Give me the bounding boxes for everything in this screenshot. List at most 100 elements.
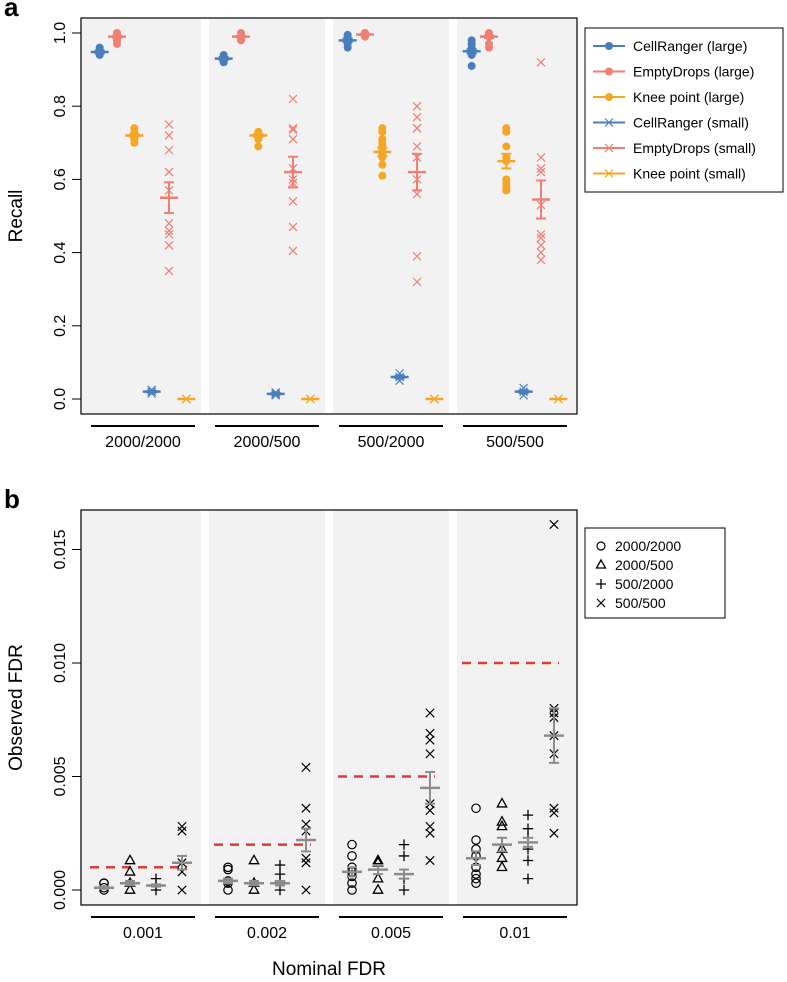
- data-point: [288, 125, 298, 135]
- data-point: [467, 36, 476, 45]
- data-point: [164, 218, 174, 228]
- legend-label: Knee point (small): [633, 166, 746, 182]
- panel-label: b: [4, 484, 20, 514]
- y-tick-label: 0.6: [52, 168, 69, 190]
- data-point: [412, 277, 422, 287]
- data-point: [274, 859, 286, 871]
- data-point: [288, 246, 298, 256]
- data-point: [425, 708, 435, 718]
- data-point: [288, 134, 298, 144]
- y-tick-label: 0.0: [52, 388, 69, 410]
- data-point: [522, 809, 534, 821]
- data-point: [164, 120, 174, 129]
- legend-label: 2000/500: [615, 557, 674, 573]
- data-point: [502, 175, 511, 184]
- y-tick-label: 0.4: [52, 241, 69, 263]
- data-point: [372, 853, 384, 865]
- data-point: [496, 797, 508, 808]
- data-point: [502, 142, 511, 151]
- data-point: [343, 30, 352, 39]
- data-point: [536, 255, 546, 265]
- legend-box: [584, 27, 784, 193]
- x-category-label: 2000/500: [234, 434, 301, 451]
- data-point: [425, 828, 435, 838]
- data-point: [496, 815, 508, 826]
- group-background: [333, 510, 449, 905]
- data-point: [549, 828, 559, 838]
- data-point: [536, 240, 546, 250]
- data-point: [164, 167, 174, 177]
- data-point: [164, 266, 174, 276]
- data-point: [124, 865, 136, 876]
- legend-label: 500/500: [615, 595, 666, 611]
- legend-marker-x: [596, 598, 606, 608]
- legend-box: [584, 527, 726, 619]
- data-point: [347, 885, 357, 895]
- data-point: [425, 735, 435, 745]
- data-point: [254, 142, 263, 151]
- data-point: [536, 233, 546, 243]
- panel-label: a: [4, 0, 19, 22]
- data-point: [496, 860, 508, 872]
- data-point: [522, 855, 534, 866]
- data-point: [549, 803, 559, 813]
- data-point: [412, 142, 422, 151]
- data-point: [398, 850, 410, 862]
- group-background: [457, 18, 577, 414]
- data-point: [177, 826, 187, 836]
- plot-frame: [80, 509, 578, 906]
- data-point: [274, 868, 286, 880]
- data-point: [471, 803, 481, 814]
- legend-marker-dot: [605, 67, 613, 76]
- data-point: [164, 240, 174, 250]
- data-point: [301, 853, 311, 863]
- data-point: [378, 124, 387, 133]
- panel-b: b 0.000 0.005 0.010 0.015 Observed FDR 0.001 0.…: [4, 484, 726, 980]
- data-point: [223, 885, 233, 895]
- y-tick-label: 0.2: [52, 315, 69, 337]
- data-point: [124, 853, 136, 865]
- data-point: [412, 123, 422, 133]
- data-point: [150, 873, 162, 884]
- y-axis-label: Observed FDR: [6, 644, 27, 771]
- data-point: [177, 821, 187, 832]
- y-tick-label: 1.0: [52, 22, 69, 44]
- x-category-label: 2000/2000: [105, 434, 181, 451]
- legend-label: EmptyDrops (large): [633, 64, 754, 80]
- data-point: [347, 851, 357, 861]
- data-point: [372, 883, 384, 894]
- legend-marker-x: [604, 169, 614, 178]
- plot-frame: [80, 17, 578, 415]
- y-axis-label: Recall: [6, 190, 27, 243]
- data-point: [164, 229, 174, 239]
- legend-label: 500/2000: [615, 576, 674, 592]
- data-point: [248, 883, 260, 894]
- legend-label: Knee point (large): [633, 89, 744, 105]
- data-point: [412, 101, 422, 111]
- x-category-label: 500/2000: [358, 434, 425, 451]
- data-point: [412, 112, 422, 122]
- data-point: [536, 248, 546, 258]
- data-point: [164, 226, 174, 236]
- data-point: [347, 878, 357, 888]
- x-category-label: 0.001: [123, 925, 163, 942]
- group-background: [333, 18, 449, 414]
- y-tick-label: 0.005: [52, 756, 69, 796]
- data-point: [378, 135, 387, 144]
- data-point: [485, 39, 493, 48]
- data-point: [471, 835, 481, 845]
- data-point: [177, 885, 187, 895]
- data-point: [288, 222, 298, 232]
- legend-label: EmptyDrops (small): [633, 140, 756, 156]
- data-point: [301, 762, 311, 773]
- group-background: [81, 18, 201, 414]
- data-point: [496, 851, 508, 863]
- legend-marker-x: [604, 143, 614, 153]
- data-point: [425, 821, 435, 832]
- legend-marker-triangle: [595, 558, 607, 569]
- data-point: [130, 124, 139, 133]
- x-category-label: 500/500: [486, 434, 544, 451]
- data-point: [347, 839, 357, 850]
- data-point: [412, 251, 422, 261]
